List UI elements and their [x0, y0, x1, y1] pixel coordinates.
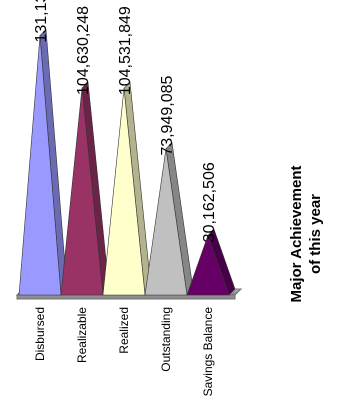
chart-floor-front [16, 294, 236, 300]
triangle-bar-realizable [60, 87, 104, 296]
chart-marks [18, 28, 236, 296]
chart-title: Major Achievement of this year [288, 166, 324, 303]
value-label-savings-balance: 30,162,506 [201, 162, 218, 242]
value-label-realized: 104,531,849 [117, 6, 134, 95]
category-label-realizable: Realizable [75, 307, 89, 363]
category-labels: Disbursed Realizable Realized Outstanding Sa… [33, 307, 215, 397]
chart-title-line-1: Major Achievement [288, 166, 305, 303]
value-label-disbursed: 131,131,000 [33, 0, 50, 43]
value-label-outstanding: 73,949,085 [159, 76, 176, 156]
triangle-bar-realized [102, 88, 146, 296]
triangle-bar-disbursed [18, 35, 62, 296]
category-label-savings-balance: Savings Balance [201, 307, 215, 397]
value-labels: 131,131,000 104,630,248 104,531,849 73,949,… [33, 0, 218, 242]
category-label-realized: Realized [117, 307, 131, 354]
chart-title-line-2: of this year [307, 194, 324, 274]
category-label-outstanding: Outstanding [159, 307, 173, 372]
triangle-bar-savings-balance [186, 234, 230, 296]
plot-area: 131,131,000 104,630,248 104,531,849 73,949,… [15, 0, 243, 397]
category-label-disbursed: Disbursed [33, 307, 47, 361]
triangle-bar-outstanding [144, 148, 188, 296]
value-label-realizable: 104,630,248 [75, 6, 92, 95]
